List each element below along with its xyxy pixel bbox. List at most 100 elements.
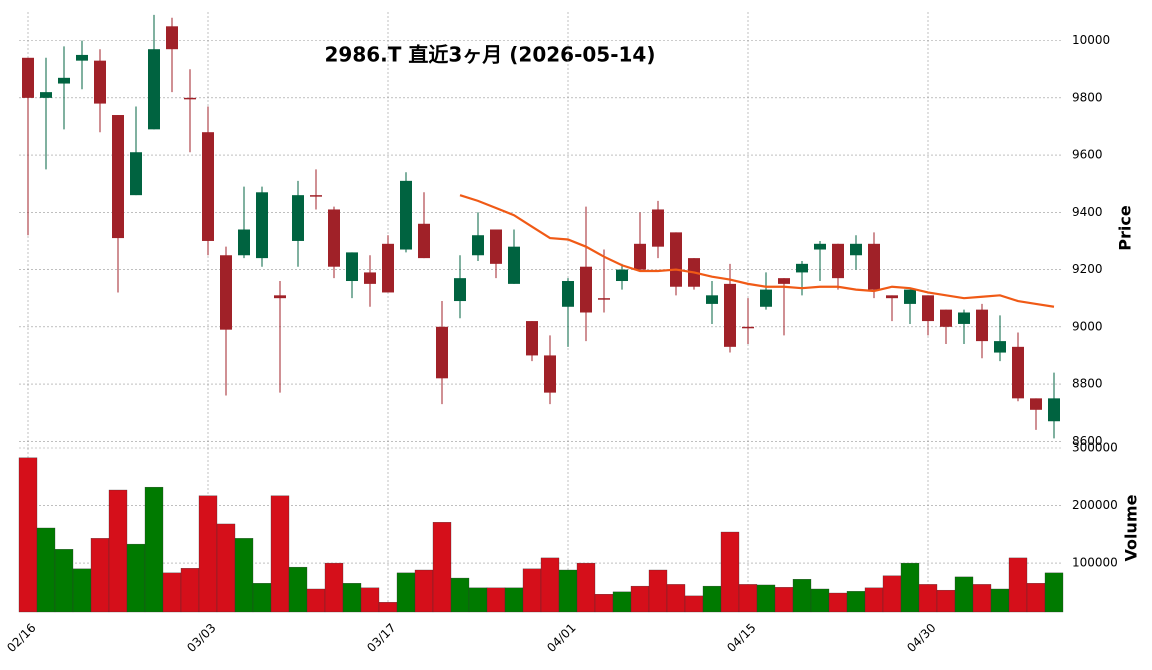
volume-bar [126, 543, 146, 613]
volume-bar [270, 495, 290, 613]
volume-bar [180, 568, 200, 613]
candle-body [22, 57, 34, 98]
volume-bar [1026, 583, 1046, 613]
volume-bar [648, 569, 668, 613]
candle-body [760, 289, 772, 307]
volume-bar [738, 584, 758, 613]
candle-body [580, 266, 592, 313]
candle-body [976, 309, 988, 342]
volume-bar [558, 569, 578, 613]
x-tick-label: 02/16 [4, 621, 38, 655]
candle-body [1030, 398, 1042, 410]
volume-bar [72, 568, 92, 613]
candle-body [40, 92, 52, 98]
candle-body [166, 26, 178, 50]
candle-body [994, 341, 1006, 353]
y-tick-label: 9000 [1072, 319, 1103, 333]
volume-bar [882, 575, 902, 613]
volume-bar [1044, 572, 1064, 613]
candle-body [184, 97, 196, 100]
candle-body [814, 243, 826, 250]
volume-bar [108, 489, 128, 613]
volume-bar [414, 569, 434, 613]
candle-body [526, 321, 538, 356]
volume-bar [792, 579, 812, 613]
y-tick-label: 9400 [1072, 205, 1103, 219]
candle-body [904, 289, 916, 304]
volume-bar [486, 587, 506, 613]
volume-bar [342, 583, 362, 613]
candle-body [364, 272, 376, 284]
volume-bar [54, 549, 74, 613]
volume-bar [576, 562, 596, 613]
volume-bar [306, 588, 326, 613]
candle-body [418, 223, 430, 259]
volume-bar [918, 584, 938, 613]
candle-body [652, 209, 664, 247]
candle-body [292, 195, 304, 241]
volume-bar [396, 572, 416, 613]
candle-body [58, 77, 70, 84]
candle-body [94, 60, 106, 104]
candle-body [922, 295, 934, 322]
candle-body [274, 295, 286, 299]
candle-body [130, 152, 142, 196]
volume-bar [36, 527, 56, 613]
candle-body [868, 243, 880, 290]
volume-bar [666, 584, 686, 613]
candle-body [148, 49, 160, 130]
volume-bar [810, 588, 830, 613]
x-tick-label: 03/03 [184, 621, 218, 655]
volume-bar [990, 588, 1010, 613]
volume-tick-label: 200000 [1072, 498, 1118, 512]
candle-body [958, 312, 970, 324]
candle-body [1048, 398, 1060, 422]
candle-body [454, 278, 466, 302]
volume-bar [702, 585, 722, 613]
candle-body [724, 283, 736, 347]
candle-body [706, 295, 718, 304]
candle-body [634, 243, 646, 270]
volume-bar [594, 594, 614, 613]
chart-title: 2986.T 直近3ヶ月 (2026-05-14) [325, 43, 656, 67]
volume-bar [954, 576, 974, 613]
volume-bar [828, 592, 848, 613]
candle-body [382, 243, 394, 293]
volume-bar [450, 577, 470, 613]
volume-bar [720, 531, 740, 613]
volume-bar [630, 585, 650, 613]
volume-bar [234, 538, 254, 613]
x-tick-label: 03/17 [364, 621, 398, 655]
y-tick-label: 8800 [1072, 377, 1103, 391]
volume-bar [504, 587, 524, 613]
y-tick-label: 8600 [1072, 434, 1103, 448]
candle-body [400, 180, 412, 250]
y-tick-label: 9800 [1072, 90, 1103, 104]
volume-bar [288, 566, 308, 613]
candle-body [76, 54, 88, 61]
volume-bar [360, 587, 380, 613]
volume-bar [144, 486, 164, 613]
candle-body [328, 209, 340, 267]
volume-bar [324, 562, 344, 613]
candle-body [472, 235, 484, 256]
volume-bar [18, 457, 38, 613]
candle-body [778, 278, 790, 284]
volume-bar [162, 572, 182, 613]
volume-bar [972, 584, 992, 613]
candle-body [796, 263, 808, 273]
candle-body [940, 309, 952, 327]
candle-body [220, 255, 232, 330]
volume-bar [684, 595, 704, 613]
candle-body [832, 243, 844, 279]
volume-bar [90, 538, 110, 613]
candle-body [256, 192, 268, 259]
y-tick-label: 10000 [1072, 33, 1110, 47]
candle-body [850, 243, 862, 256]
volume-bar [522, 568, 542, 613]
volume-bar [936, 589, 956, 613]
candle-body [886, 295, 898, 299]
candle-body [202, 132, 214, 241]
volume-bar [846, 591, 866, 613]
